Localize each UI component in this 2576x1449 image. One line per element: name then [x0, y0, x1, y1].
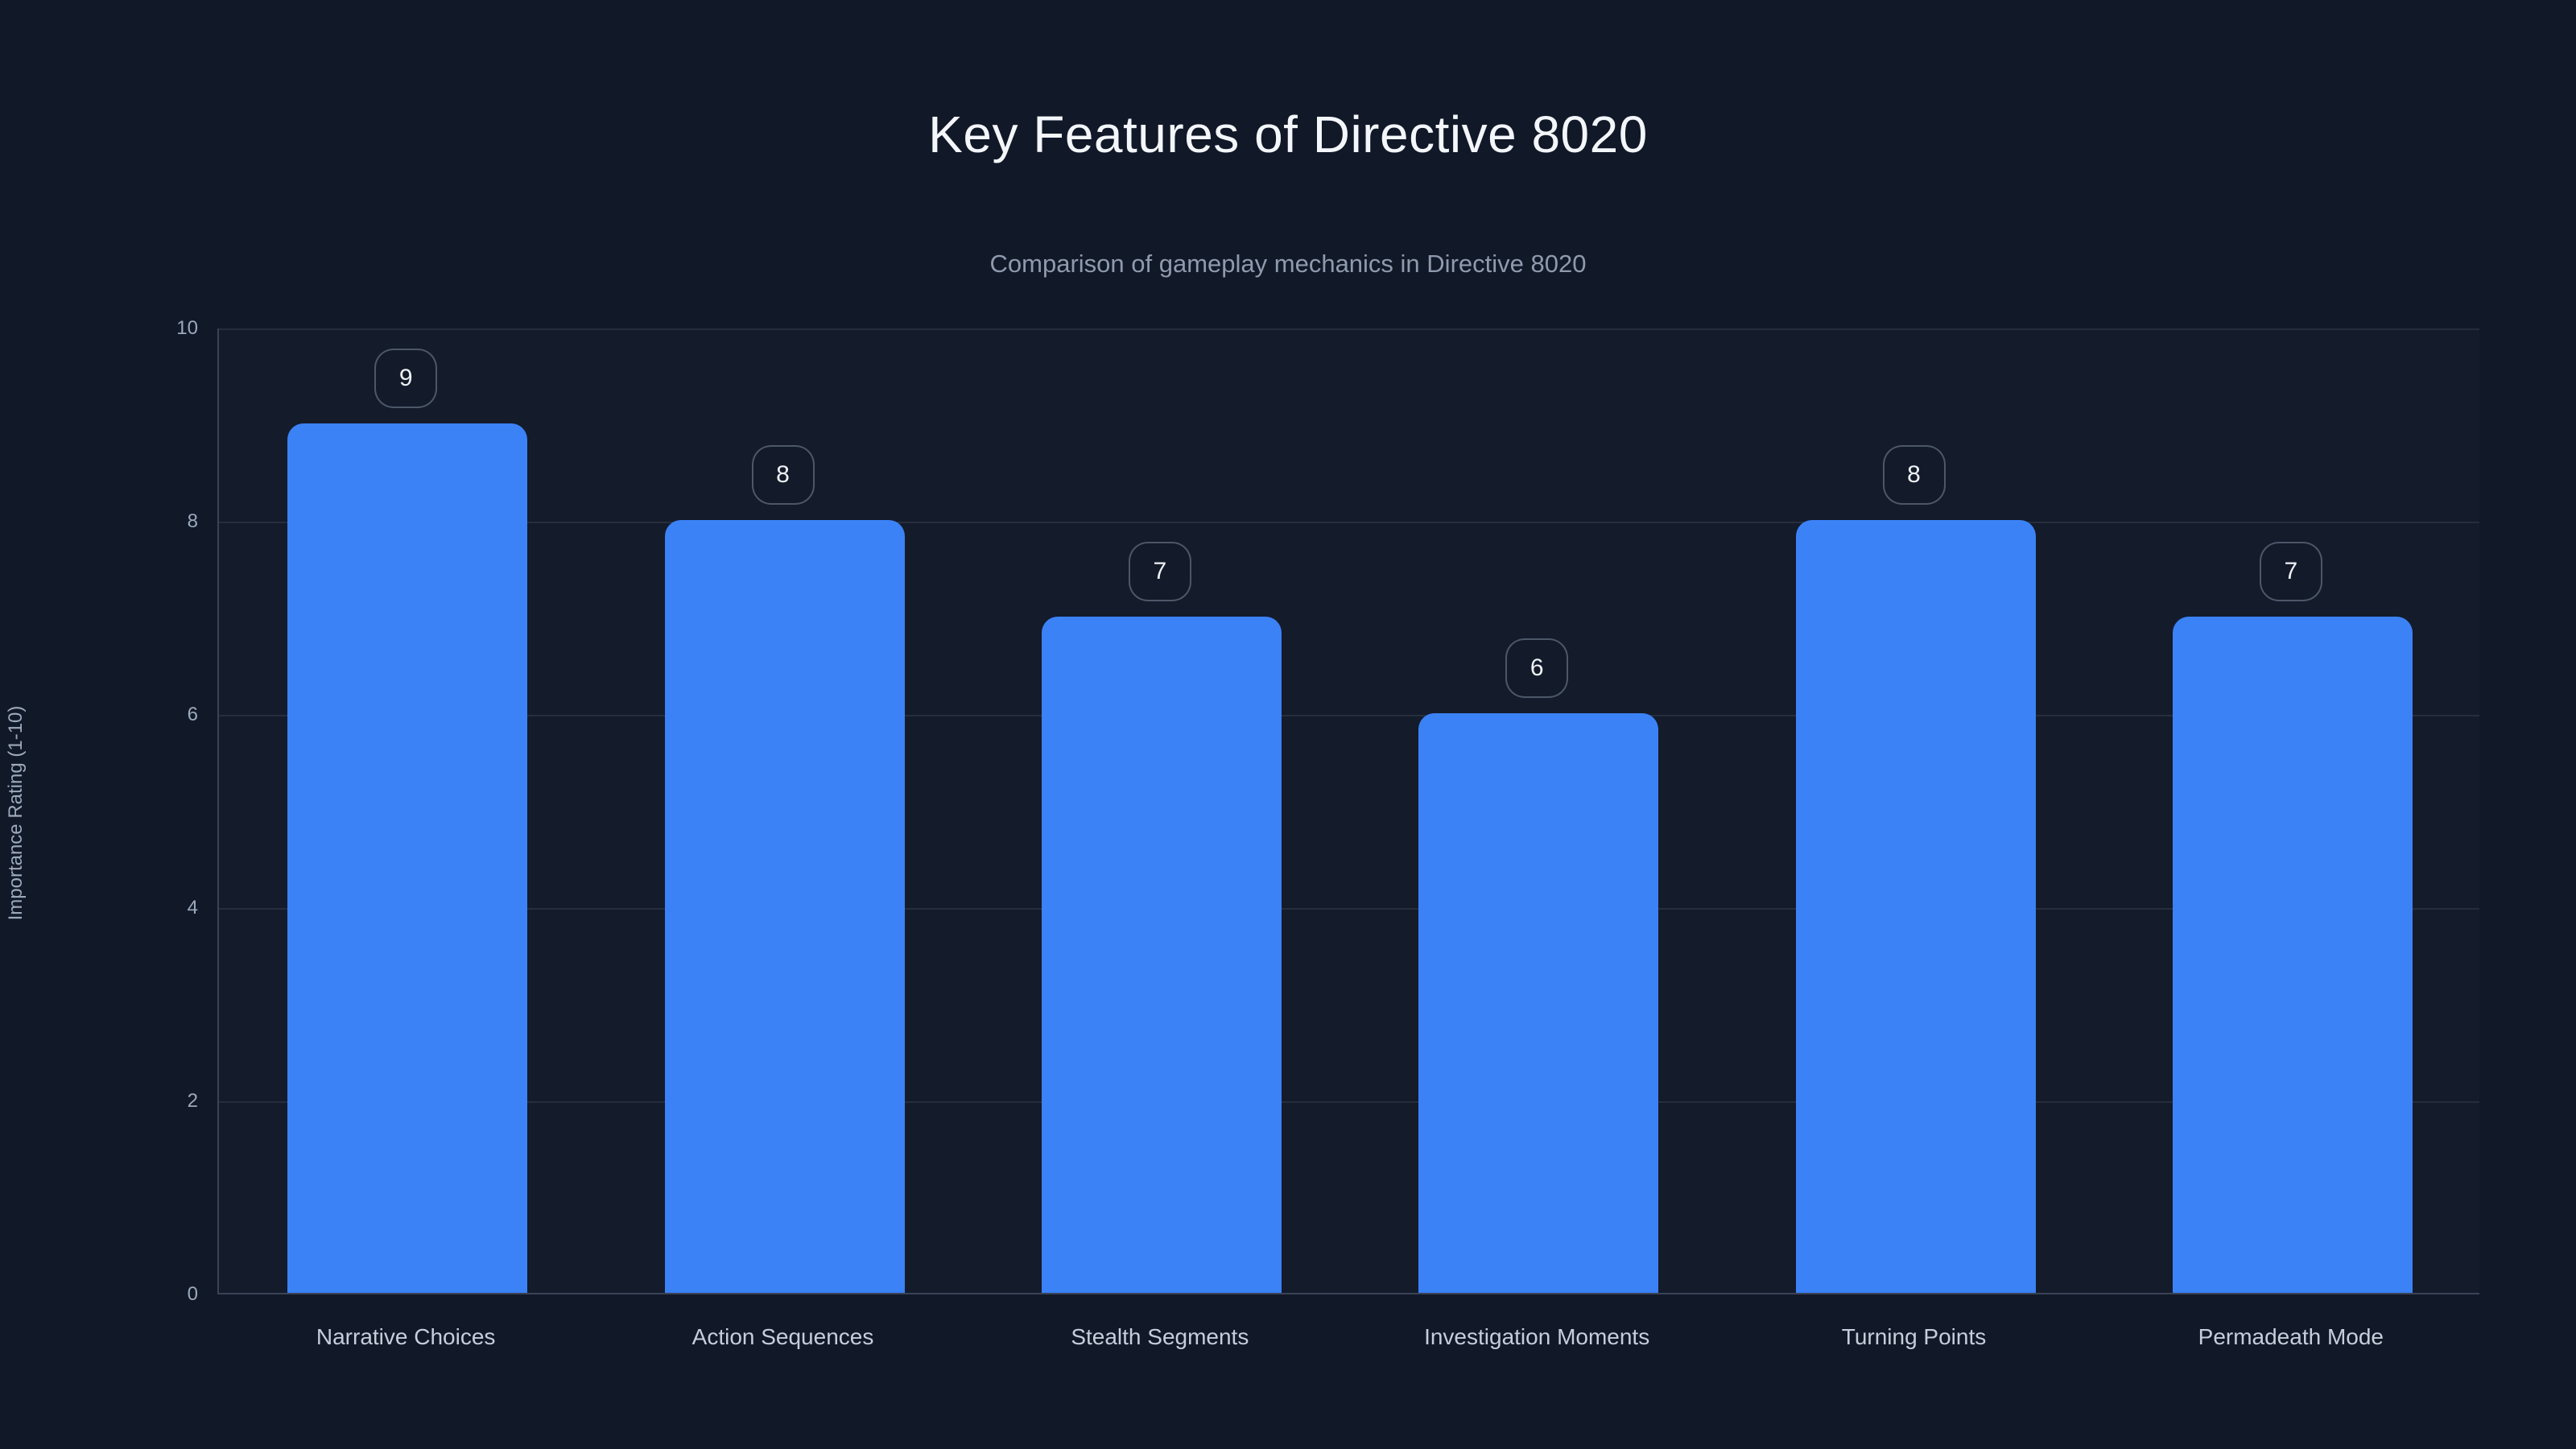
gridline-y-4 — [219, 908, 2479, 910]
y-tick-label-10: 10 — [176, 317, 198, 339]
bar-permadeath-mode — [2172, 617, 2413, 1293]
chart-title: Key Features of Directive 8020 — [928, 105, 1648, 163]
bar-narrative-choices — [287, 423, 528, 1293]
gridline-y-2 — [219, 1101, 2479, 1103]
value-badge-narrative-choices: 9 — [374, 349, 438, 408]
bar-stealth-segments — [1041, 617, 1282, 1293]
y-axis-title: Importance Rating (1-10) — [5, 705, 27, 921]
x-tick-label-narrative-choices: Narrative Choices — [316, 1324, 496, 1349]
y-tick-label-8: 8 — [187, 510, 198, 532]
value-badge-turning-points: 8 — [1882, 445, 1946, 505]
x-tick-label-permadeath-mode: Permadeath Mode — [2198, 1324, 2384, 1349]
bar-action-sequences — [664, 520, 905, 1293]
x-tick-label-action-sequences: Action Sequences — [691, 1324, 874, 1349]
gridline-y-8 — [219, 522, 2479, 523]
value-badge-investigation-moments: 6 — [1505, 638, 1569, 698]
y-tick-label-4: 4 — [187, 897, 198, 919]
y-tick-label-6: 6 — [187, 704, 198, 725]
x-tick-label-turning-points: Turning Points — [1841, 1324, 1987, 1349]
value-badge-permadeath-mode: 7 — [2259, 542, 2322, 601]
y-tick-label-2: 2 — [187, 1090, 198, 1112]
bar-investigation-moments — [1418, 713, 1659, 1293]
value-badge-action-sequences: 8 — [751, 445, 815, 505]
chart-subtitle: Comparison of gameplay mechanics in Dire… — [989, 250, 1587, 278]
x-tick-label-investigation-moments: Investigation Moments — [1424, 1324, 1650, 1349]
plot-area — [217, 328, 2479, 1294]
gridline-y-6 — [219, 715, 2479, 716]
y-tick-label-0: 0 — [187, 1283, 198, 1305]
gridline-y-10 — [219, 328, 2479, 330]
x-tick-label-stealth-segments: Stealth Segments — [1071, 1324, 1249, 1349]
bar-turning-points — [1795, 520, 2036, 1293]
value-badge-stealth-segments: 7 — [1128, 542, 1191, 601]
